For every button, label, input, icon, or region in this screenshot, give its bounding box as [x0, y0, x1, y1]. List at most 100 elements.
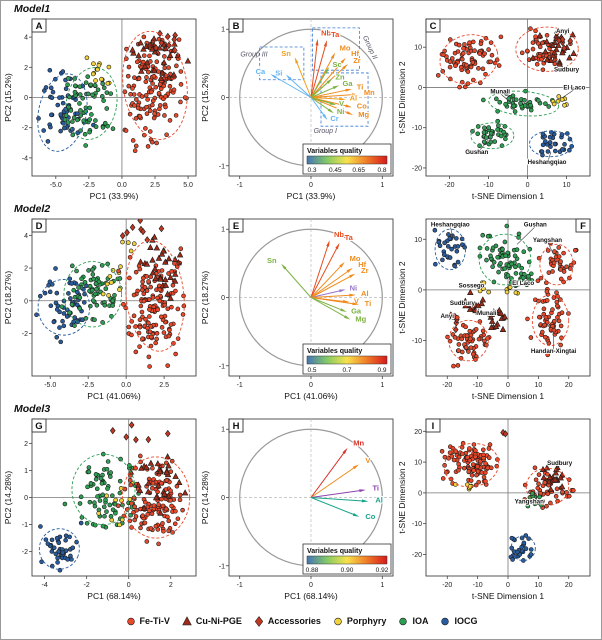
axis-ticks: -20 -10 0 10 20 -20 -10 0 10 20 [412, 429, 573, 589]
svg-text:-4: -4 [22, 155, 28, 162]
svg-text:Zn: Zn [335, 72, 345, 81]
svg-text:Mn: Mn [364, 88, 375, 97]
svg-text:-1: -1 [237, 382, 243, 389]
site-label: Handan-Xingtai [531, 348, 577, 355]
x-axis-title: PC1 (33.9%) [90, 191, 139, 201]
svg-text:-20: -20 [442, 582, 452, 589]
svg-text:Ti: Ti [365, 299, 372, 308]
site-label: Munali [477, 310, 497, 317]
cu-ni-pge-marker-icon [181, 615, 193, 627]
cluster-outline [125, 240, 185, 352]
svg-text:0.65: 0.65 [352, 167, 365, 174]
svg-text:0: 0 [309, 182, 313, 189]
cluster-outline [38, 528, 80, 570]
iocg-marker-icon [439, 615, 451, 627]
cluster-outline [510, 535, 536, 562]
svg-text:-20: -20 [412, 165, 422, 172]
svg-text:-20: -20 [442, 382, 452, 389]
site-label: Yangshan [515, 499, 544, 506]
svg-text:0.5: 0.5 [307, 367, 316, 374]
legend-item-cu-ni-pge: Cu-Ni-PGE [181, 615, 242, 627]
cluster-outline [488, 90, 560, 117]
svg-text:1: 1 [221, 227, 225, 234]
axis-ticks: -1 0 1 -1 0 1 [219, 27, 385, 189]
svg-text:Hf: Hf [351, 49, 359, 58]
y-axis-title: PC2 (15.2%) [4, 73, 13, 122]
model-row-2: Model2 -5.0 -2.5 0.0 2.5 -2 0 2 4 PC1 (41.06%) PC… [4, 203, 598, 403]
svg-text:2.5: 2.5 [150, 182, 160, 189]
svg-text:-10: -10 [412, 338, 422, 345]
svg-text:Ga: Ga [343, 79, 354, 88]
cluster-outline [37, 73, 88, 152]
svg-text:0: 0 [221, 95, 225, 102]
panel-letter: A [36, 21, 43, 32]
panel-letter: H [233, 421, 240, 432]
legend-label: IOCG [454, 616, 478, 626]
site-label: Heshangqiao [431, 222, 470, 229]
svg-text:1: 1 [221, 427, 225, 434]
axis-ticks: -4 -2 0 2 -2 -1 0 1 2 [22, 441, 173, 589]
panel-row-1: -5.0 -2.5 0.0 2.5 5.0 -4 -2 0 2 4 PC1 (33.9%) PC2 (… [4, 15, 598, 203]
svg-text:0: 0 [127, 582, 131, 589]
legend-label: Accessories [267, 616, 321, 626]
svg-text:-4: -4 [41, 582, 47, 589]
cluster-outline [122, 30, 188, 140]
x-axis-title: PC1 (33.9%) [287, 191, 336, 201]
svg-text:Sn: Sn [281, 49, 291, 58]
y-axis-title: PC2 (18.27%) [201, 271, 210, 325]
svg-text:Al: Al [350, 94, 358, 103]
axis-ticks: -20 -10 0 10 -20 -10 0 10 [412, 45, 571, 189]
svg-text:1: 1 [380, 582, 384, 589]
svg-text:0: 0 [506, 382, 510, 389]
svg-text:V: V [365, 456, 370, 465]
svg-text:0.7: 0.7 [342, 367, 351, 374]
panel-F: Heshangqiao Gushan Yangshan Sossego El Laco S… [398, 218, 591, 401]
site-label: El Laco [512, 280, 534, 287]
svg-text:Sn: Sn [267, 256, 277, 265]
svg-text:0: 0 [526, 182, 530, 189]
legend-item-accessories: Accessories [253, 615, 321, 627]
variable-group-box [259, 46, 305, 81]
cluster-outline [529, 130, 573, 158]
svg-text:1: 1 [24, 468, 28, 475]
svg-text:Ni: Ni [350, 283, 358, 292]
axis-ticks: -5.0 -2.5 0.0 2.5 5.0 -4 -2 0 2 4 [22, 35, 193, 189]
x-axis-title: PC1 (41.06%) [284, 391, 338, 401]
svg-text:Al: Al [361, 289, 369, 298]
svg-text:Cr: Cr [330, 114, 338, 123]
panel-G: -4 -2 0 2 -2 -1 0 1 2 PC1 (68.14%) PC2 (14.28%) G [4, 418, 197, 601]
model1-title: Model1 [14, 3, 51, 15]
svg-text:-1: -1 [237, 182, 243, 189]
svg-text:-2: -2 [22, 331, 28, 338]
panel-A: -5.0 -2.5 0.0 2.5 5.0 -4 -2 0 2 4 PC1 (33.9%) PC2 (… [4, 18, 197, 201]
legend-label: IOA [412, 616, 429, 626]
svg-text:20: 20 [565, 382, 573, 389]
svg-text:-2: -2 [22, 549, 28, 556]
svg-text:10: 10 [534, 582, 542, 589]
y-axis-title: t-SNE Dimension 2 [398, 461, 407, 534]
legend-item-fe-ti-v: Fe-Ti-V [125, 615, 170, 627]
svg-text:-10: -10 [473, 382, 483, 389]
svg-text:-1: -1 [219, 363, 225, 370]
scatter-points [34, 219, 187, 369]
legend-label: Porphyry [346, 616, 387, 626]
scatter-points [435, 26, 577, 158]
variable-group-box [312, 27, 360, 71]
svg-text:Mg: Mg [355, 315, 366, 324]
x-axis-title: PC1 (68.14%) [284, 591, 338, 601]
panel-letter-box [31, 18, 47, 33]
svg-text:Hf: Hf [358, 260, 366, 269]
cluster-outline [539, 243, 574, 286]
svg-text:0: 0 [506, 582, 510, 589]
panel-letter: F [580, 221, 586, 232]
svg-text:Mg: Mg [358, 110, 369, 119]
panel-letter-box [228, 18, 244, 33]
scatter-points [38, 421, 189, 573]
cluster-outline [448, 319, 489, 362]
panel-letter-box [228, 218, 244, 233]
panel-letter: D [36, 221, 43, 232]
